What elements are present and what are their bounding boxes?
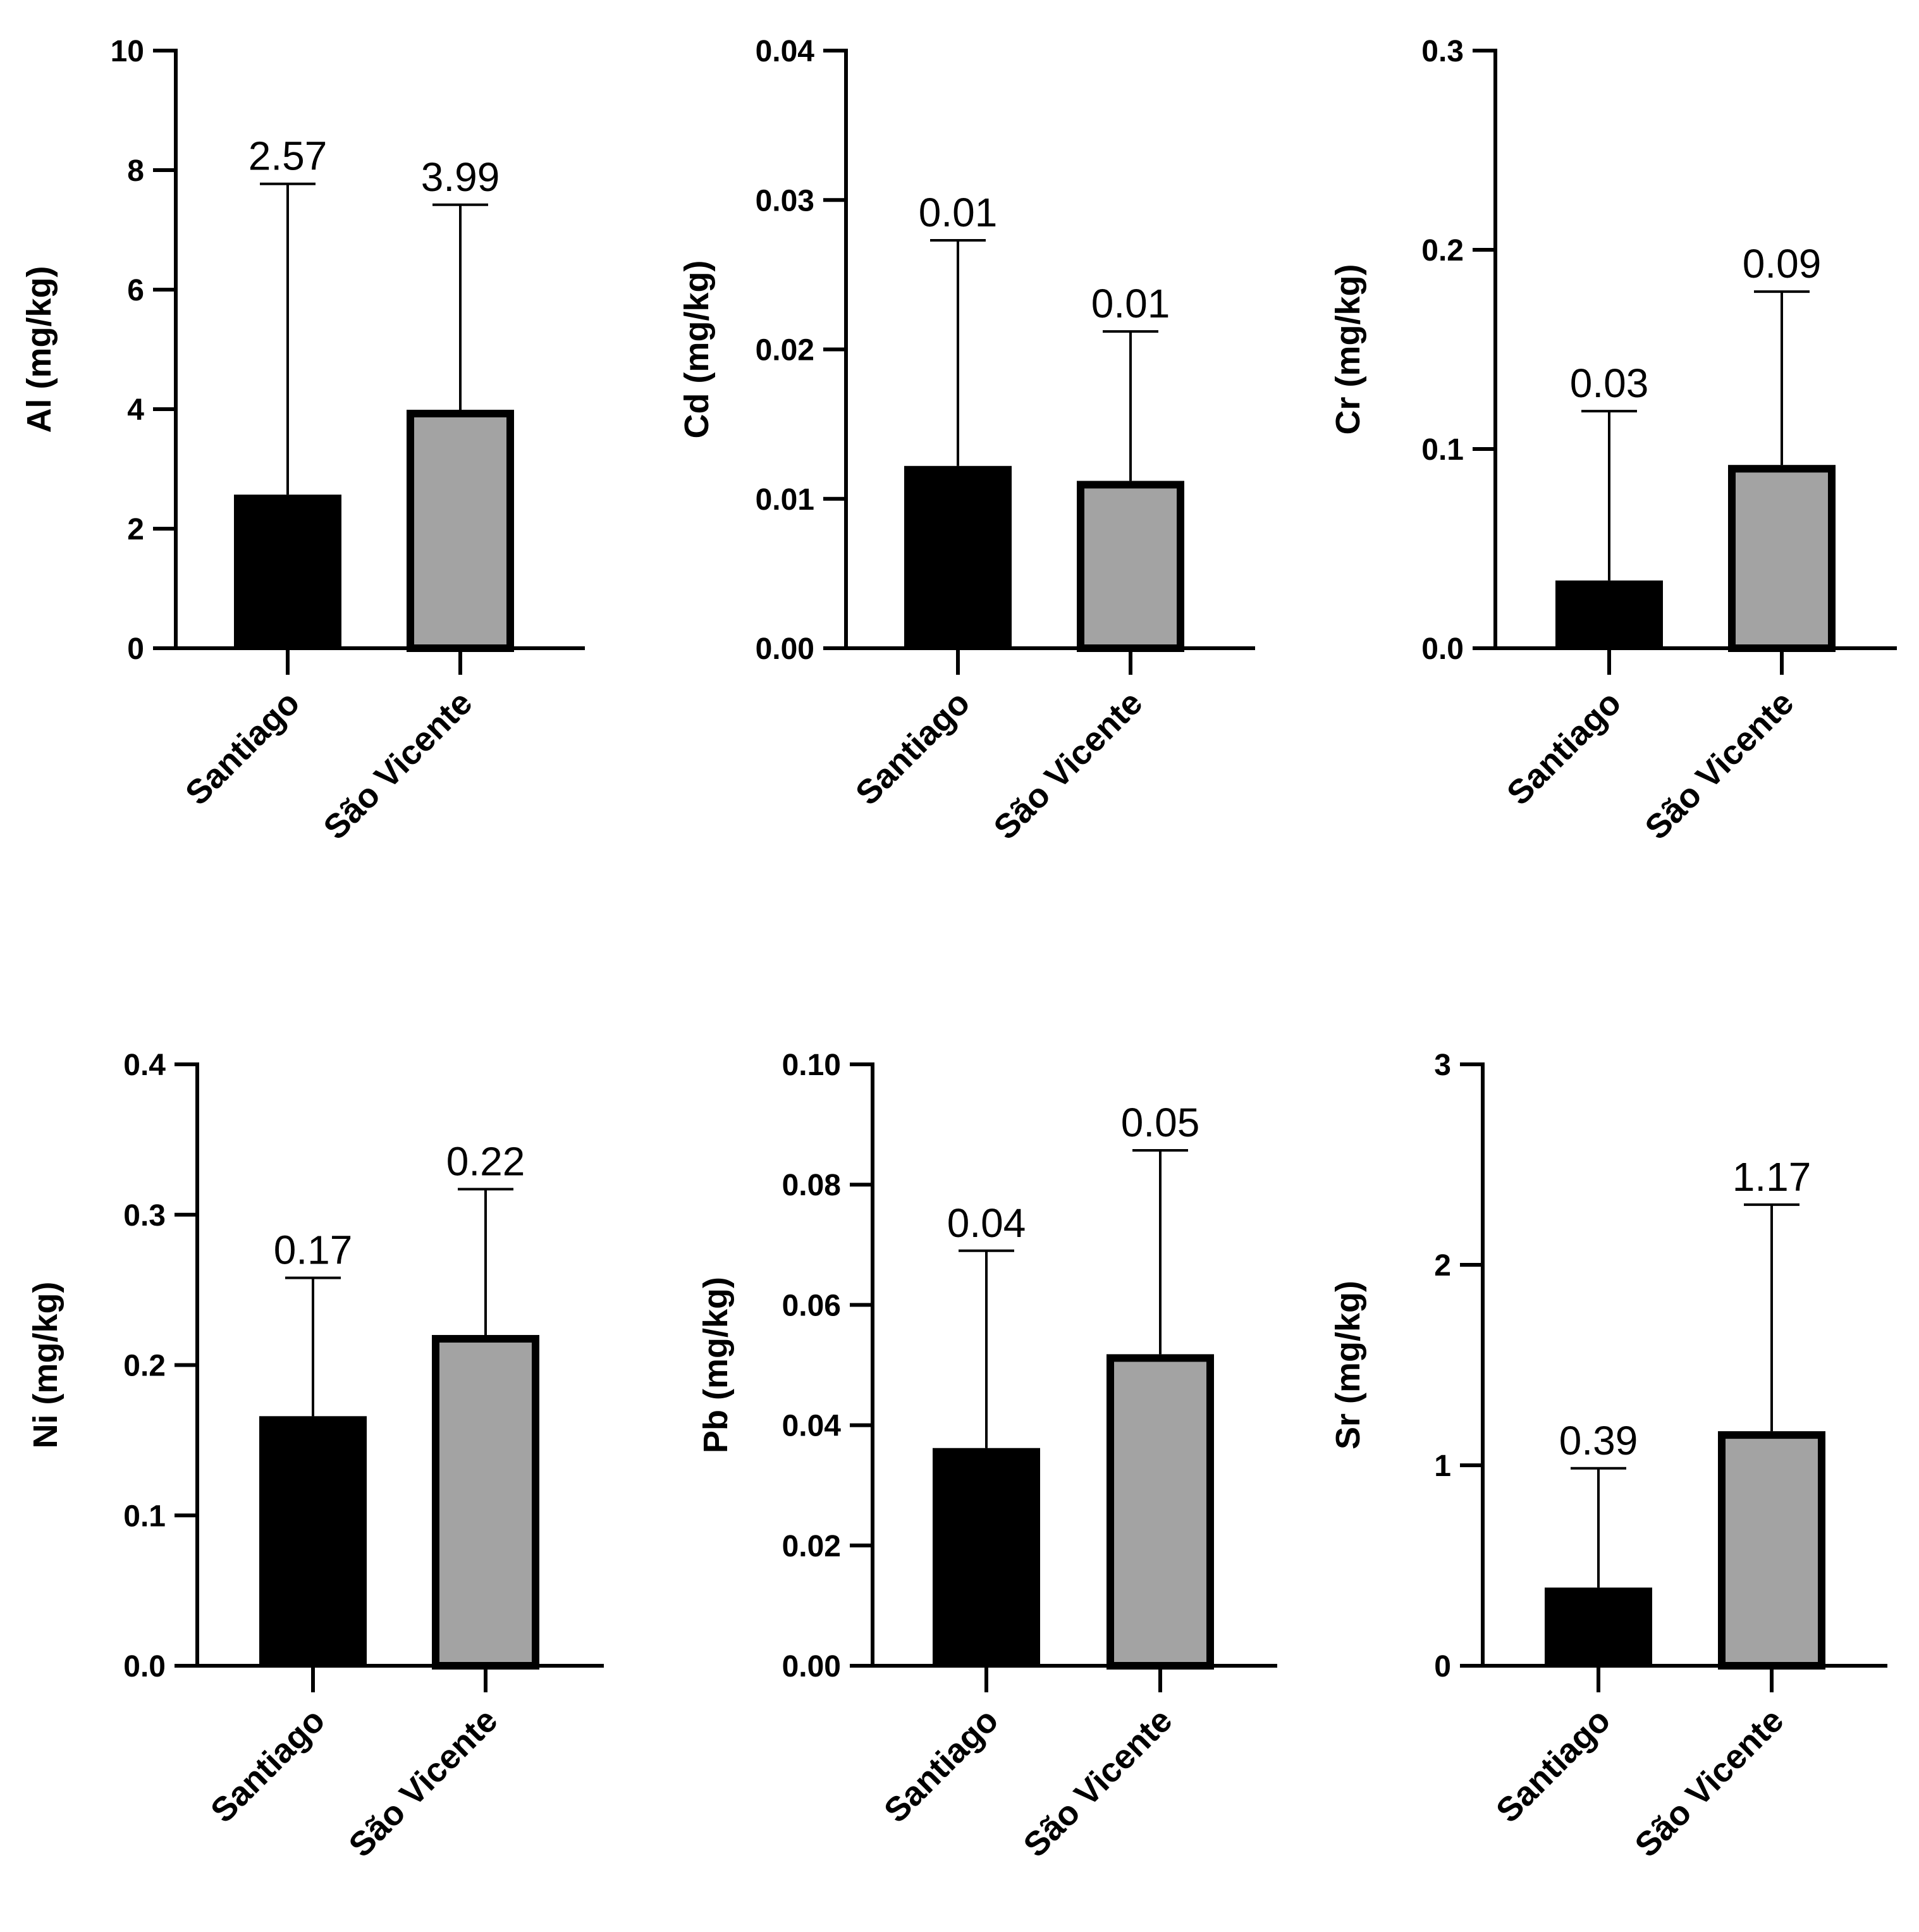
y-tick-label: 0.4 [123, 1049, 166, 1082]
y-tick-label: 0.10 [782, 1049, 841, 1082]
category-label: São Vicente [1628, 1701, 1791, 1864]
bar [1107, 1354, 1214, 1670]
value-label: 0.04 [947, 1200, 1026, 1246]
value-label: 1.17 [1732, 1154, 1812, 1200]
y-tick-label: 0.1 [123, 1499, 166, 1533]
chart-panel-6: 0.39 Santiago 1.17 São Vicente 0 1 2 3 Sr (mg/kg… [1329, 1049, 1887, 1864]
y-axis-label: Pb (mg/kg) [697, 1277, 735, 1453]
y-tick-label: 0.02 [782, 1530, 841, 1563]
bar [1555, 580, 1663, 648]
category-label: Santiago [849, 684, 978, 813]
value-label: 0.17 [274, 1227, 353, 1273]
category-label: Santiago [178, 684, 307, 813]
y-tick-label: 2 [127, 513, 144, 546]
value-label: 0.39 [1559, 1418, 1638, 1463]
y-tick-label: 0.02 [756, 334, 814, 367]
y-axis-label: Sr (mg/kg) [1329, 1281, 1367, 1449]
chart-panel-2: 0.01 Santiago 0.01 São Vicente 0.00 0.01 0.02 0… [678, 35, 1255, 847]
y-tick-label: 3 [1434, 1049, 1451, 1082]
bar [259, 1416, 367, 1666]
y-tick-label: 0.00 [782, 1650, 841, 1683]
y-tick-label: 0.04 [756, 35, 815, 68]
y-tick-label: 0.03 [756, 184, 814, 218]
y-axis-label: Ni (mg/kg) [27, 1282, 64, 1449]
value-label: 0.03 [1570, 360, 1649, 406]
value-label: 2.57 [248, 133, 328, 179]
category-label: Santiago [877, 1701, 1006, 1830]
y-tick-label: 0.3 [123, 1199, 166, 1233]
y-tick-label: 0.00 [756, 632, 814, 666]
value-label: 0.01 [1091, 281, 1170, 326]
category-label: São Vicente [1016, 1701, 1179, 1864]
y-tick-label: 0.08 [782, 1169, 841, 1202]
y-tick-label: 0.3 [1421, 35, 1464, 68]
category-label: Santiago [1500, 684, 1629, 813]
y-tick-label: 0.2 [1421, 234, 1464, 268]
chart-panel-3: 0.03 Santiago 0.09 São Vicente 0.0 0.1 0.2 0.3 C… [1329, 35, 1897, 847]
bar [432, 1334, 539, 1670]
category-label: São Vicente [316, 684, 479, 847]
bar [933, 1448, 1040, 1666]
y-tick-label: 0.06 [782, 1289, 841, 1322]
y-tick-label: 1 [1434, 1449, 1451, 1483]
y-tick-label: 0.01 [756, 483, 814, 517]
y-tick-label: 4 [127, 393, 144, 427]
y-axis-label: Al (mg/kg) [20, 266, 58, 433]
value-label: 0.09 [1743, 241, 1822, 286]
y-tick-label: 8 [127, 154, 144, 188]
y-tick-label: 0.2 [123, 1350, 166, 1383]
category-label: São Vicente [341, 1701, 505, 1864]
y-axis-label: Cd (mg/kg) [678, 261, 716, 439]
y-tick-label: 0.04 [782, 1410, 842, 1443]
y-tick-label: 0.0 [123, 1650, 166, 1683]
y-tick-label: 6 [127, 274, 144, 307]
value-label: 0.22 [446, 1138, 525, 1184]
bar [1718, 1431, 1825, 1670]
chart-panel-5: 0.04 Santiago 0.05 São Vicente 0.00 0.02 0.04 0… [697, 1049, 1277, 1864]
bar [407, 409, 514, 652]
bar [234, 495, 341, 648]
y-tick-label: 0 [1434, 1650, 1451, 1683]
y-tick-label: 2 [1434, 1249, 1451, 1283]
category-label: Santiago [1489, 1701, 1618, 1830]
value-label: 0.05 [1121, 1100, 1200, 1145]
y-tick-label: 0 [127, 632, 144, 666]
category-label: Santiago [204, 1701, 333, 1830]
value-label: 0.01 [919, 190, 998, 235]
bar [1728, 465, 1836, 652]
chart-panel-1: 2.57 Santiago 3.99 São Vicente 0 2 4 6 8 10 Al (mg… [20, 35, 585, 847]
chart-panel-4: 0.17 Santiago 0.22 São Vicente 0.0 0.1 0.2 0.3 0… [27, 1049, 604, 1864]
y-tick-label: 0.1 [1421, 433, 1464, 467]
y-tick-label: 10 [111, 35, 144, 68]
bar [1077, 481, 1184, 653]
category-label: São Vicente [1638, 684, 1801, 847]
value-label: 3.99 [421, 154, 500, 200]
bar [904, 465, 1012, 648]
bar [1545, 1587, 1652, 1666]
y-axis-label: Cr (mg/kg) [1329, 264, 1367, 435]
y-tick-label: 0.0 [1421, 632, 1464, 666]
category-label: São Vicente [986, 684, 1150, 847]
